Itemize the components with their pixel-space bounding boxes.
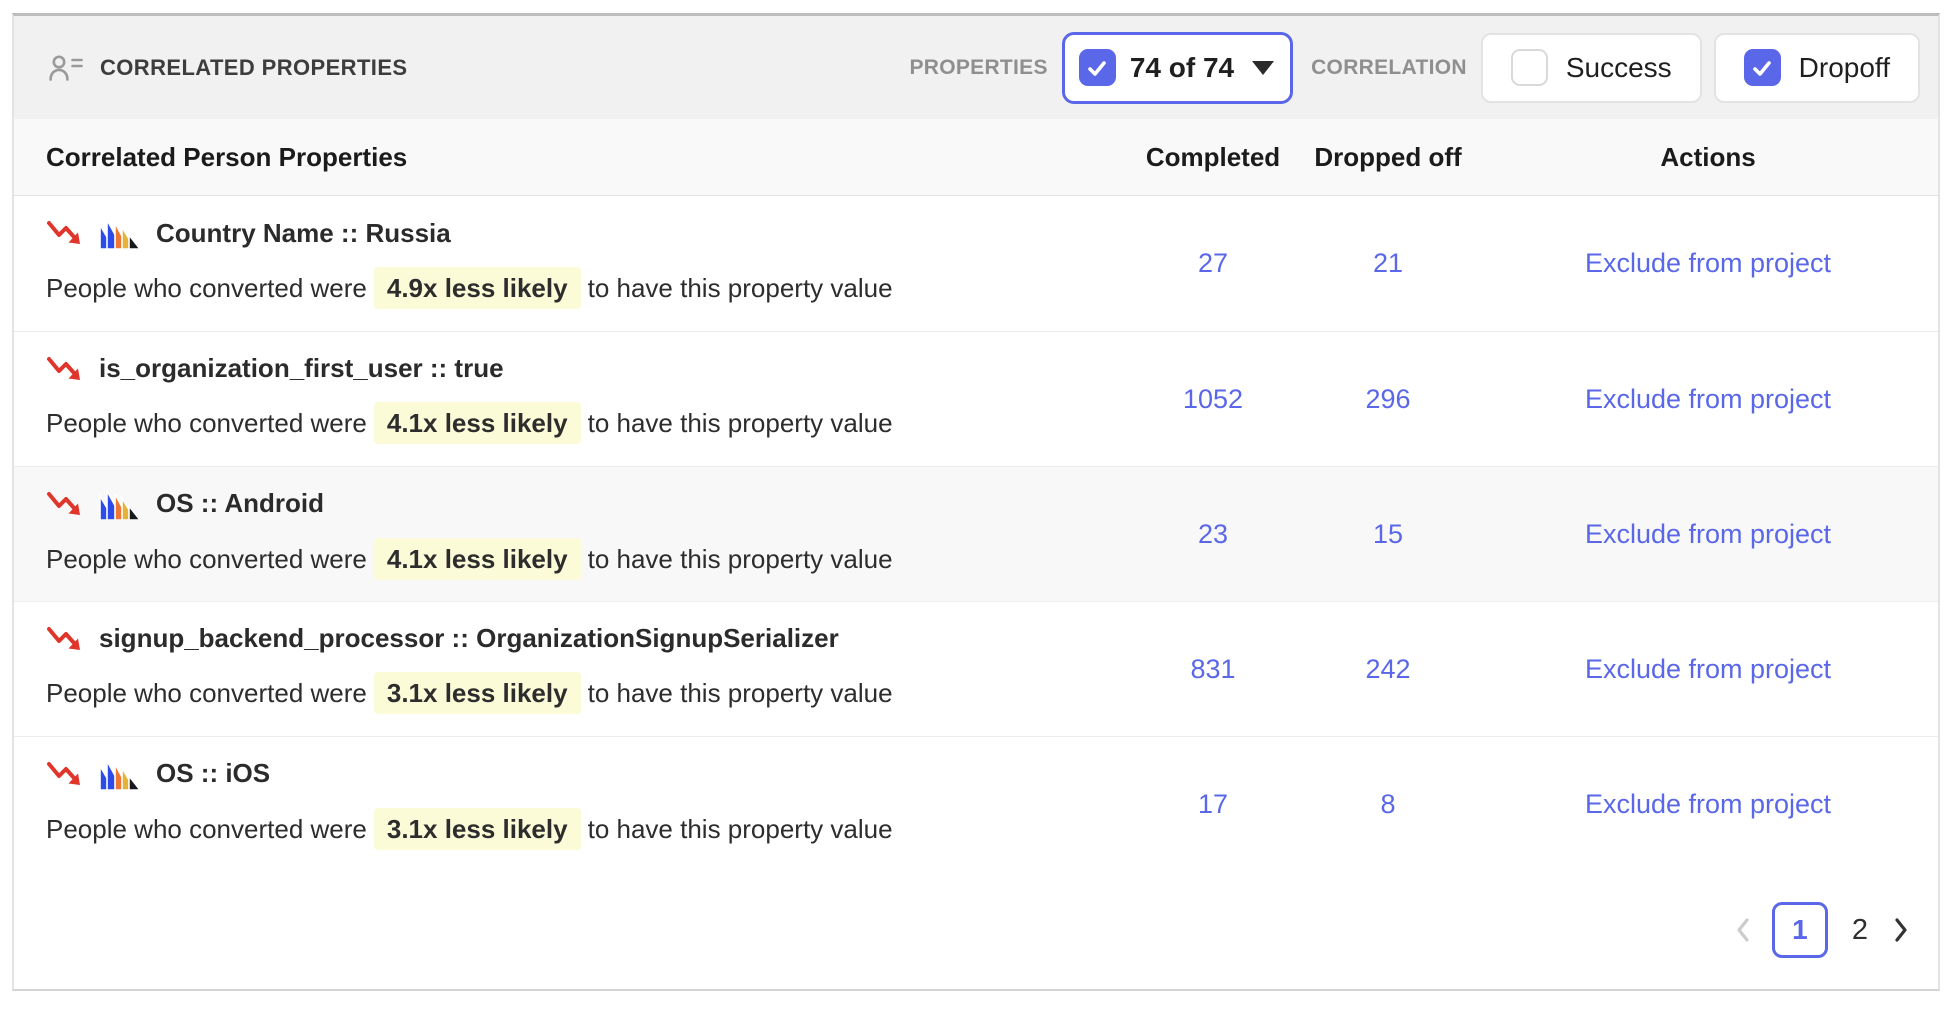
description-prefix: People who converted were [46, 408, 367, 438]
description-suffix: to have this property value [587, 408, 893, 438]
exclude-from-project-link[interactable]: Exclude from project [1584, 518, 1832, 549]
table-row: OS :: Android People who converted were 4… [14, 466, 1938, 601]
trend-down-icon [46, 354, 86, 384]
completed-count[interactable]: 17 [1197, 788, 1229, 819]
dropped-off-count[interactable]: 8 [1380, 788, 1396, 819]
completed-count[interactable]: 1052 [1182, 383, 1244, 414]
column-header-property: Correlated Person Properties [46, 141, 408, 172]
description-prefix: People who converted were [46, 813, 367, 844]
description-suffix: to have this property value [587, 543, 893, 574]
pagination: 1 2 [1734, 902, 1910, 958]
posthog-logo-icon [99, 758, 143, 790]
properties-label: PROPERTIES [909, 55, 1048, 79]
exclude-from-project-link[interactable]: Exclude from project [1584, 248, 1832, 278]
dropped-off-count[interactable]: 242 [1365, 653, 1411, 684]
dropped-off-count[interactable]: 15 [1372, 518, 1404, 549]
correlation-label: CORRELATION [1311, 55, 1467, 79]
description-prefix: People who converted were [46, 543, 367, 574]
column-header-dropped-off: Dropped off [1314, 141, 1462, 172]
dropped-off-count[interactable]: 21 [1372, 248, 1404, 278]
trend-down-icon [46, 624, 86, 654]
dropoff-toggle-label: Dropoff [1798, 51, 1890, 83]
correlated-properties-panel: CORRELATED PROPERTIES PROPERTIES 74 of 7… [12, 13, 1940, 991]
chevron-left-icon[interactable] [1734, 915, 1752, 945]
page-button[interactable]: 2 [1851, 913, 1868, 946]
property-description: People who converted were 3.1x less likel… [46, 807, 1108, 851]
multiplier-highlight: 4.9x less likely [373, 267, 581, 309]
completed-count[interactable]: 831 [1190, 653, 1236, 684]
table-body: Country Name :: Russia People who conver… [14, 196, 1938, 871]
property-description: People who converted were 3.1x less likel… [46, 671, 1108, 715]
completed-count[interactable]: 27 [1197, 248, 1229, 278]
property-description: People who converted were 4.1x less likel… [46, 401, 1108, 445]
table-row: signup_backend_processor :: Organization… [14, 601, 1938, 736]
table-row: OS :: iOS People who converted were 3.1x … [14, 736, 1938, 871]
description-suffix: to have this property value [587, 273, 893, 303]
posthog-logo-icon [99, 488, 143, 520]
success-toggle-button[interactable]: Success [1480, 32, 1702, 103]
property-name: signup_backend_processor :: Organization… [99, 623, 839, 653]
description-suffix: to have this property value [587, 813, 893, 844]
table-header: Correlated Person Properties Completed D… [14, 119, 1938, 196]
success-checkbox[interactable] [1510, 49, 1548, 86]
property-name: OS :: iOS [156, 758, 271, 788]
page-button-current[interactable]: 1 [1771, 902, 1828, 958]
chevron-right-icon[interactable] [1892, 915, 1910, 945]
panel-toolbar: CORRELATED PROPERTIES PROPERTIES 74 of 7… [14, 16, 1938, 119]
property-name: OS :: Android [156, 488, 325, 518]
multiplier-highlight: 3.1x less likely [373, 672, 581, 714]
toolbar-controls: PROPERTIES 74 of 74 CORRELATION Success [909, 31, 1920, 104]
properties-checkbox[interactable] [1078, 49, 1116, 86]
exclude-from-project-link[interactable]: Exclude from project [1584, 383, 1832, 414]
description-prefix: People who converted were [46, 678, 367, 708]
trend-down-icon [46, 759, 86, 789]
person-properties-icon [48, 54, 84, 82]
multiplier-highlight: 4.1x less likely [373, 402, 581, 444]
properties-count-value: 74 of 74 [1129, 51, 1235, 83]
multiplier-highlight: 3.1x less likely [373, 807, 581, 850]
panel-title: CORRELATED PROPERTIES [100, 54, 408, 80]
property-name: Country Name :: Russia [156, 217, 451, 248]
exclude-from-project-link[interactable]: Exclude from project [1584, 653, 1832, 684]
column-header-actions: Actions [1660, 141, 1756, 172]
dropped-off-count[interactable]: 296 [1365, 383, 1411, 414]
description-prefix: People who converted were [46, 273, 367, 303]
table-row: Country Name :: Russia People who conver… [14, 196, 1938, 331]
property-name: is_organization_first_user :: true [99, 353, 504, 383]
property-description: People who converted were 4.9x less likel… [46, 266, 1108, 310]
table-footer: 1 2 [14, 871, 1938, 989]
chevron-down-icon [1252, 60, 1275, 75]
exclude-from-project-link[interactable]: Exclude from project [1584, 788, 1832, 819]
dropoff-toggle-button[interactable]: Dropoff [1713, 32, 1920, 103]
completed-count[interactable]: 23 [1197, 518, 1229, 549]
multiplier-highlight: 4.1x less likely [373, 537, 581, 580]
description-suffix: to have this property value [587, 678, 893, 708]
dropoff-checkbox[interactable] [1743, 49, 1781, 86]
properties-count-dropdown[interactable]: 74 of 74 [1061, 31, 1294, 104]
table-row: is_organization_first_user :: true Peopl… [14, 331, 1938, 466]
success-toggle-label: Success [1565, 51, 1672, 83]
trend-down-icon [46, 489, 86, 519]
posthog-logo-icon [99, 217, 143, 249]
column-header-completed: Completed [1145, 141, 1281, 172]
trend-down-icon [46, 218, 86, 248]
property-description: People who converted were 4.1x less likel… [46, 537, 1108, 581]
